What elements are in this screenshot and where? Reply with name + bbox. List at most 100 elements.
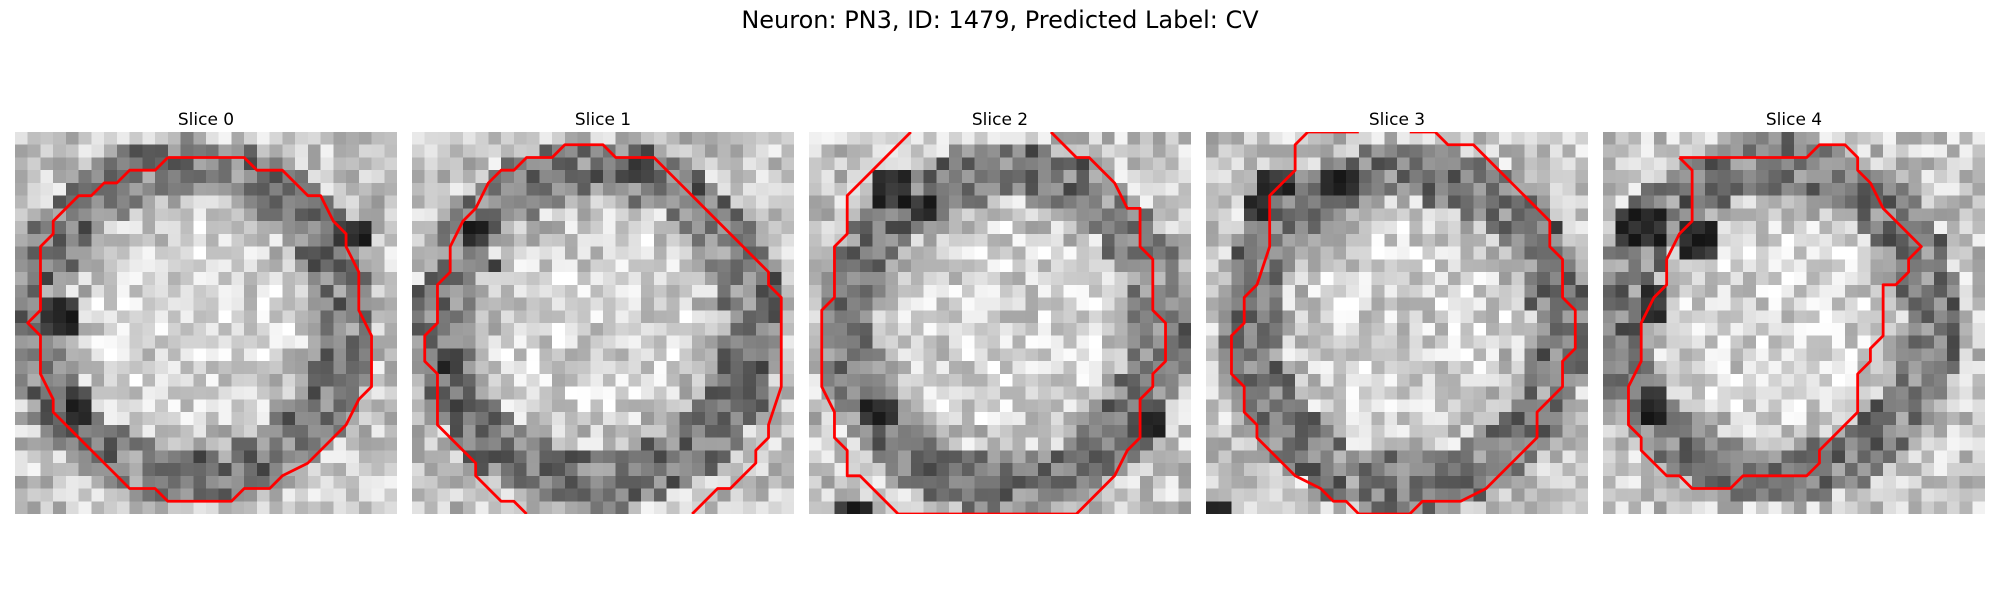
pixel: [1486, 450, 1500, 464]
pixel: [15, 475, 28, 489]
pixel: [450, 399, 464, 413]
pixel: [307, 475, 321, 489]
pixel: [1832, 259, 1846, 273]
pixel: [1498, 450, 1512, 464]
pixel: [961, 284, 975, 298]
pixel: [218, 386, 232, 400]
pixel: [104, 208, 118, 222]
pixel: [78, 386, 92, 400]
pixel: [872, 208, 886, 222]
pixel: [666, 144, 680, 158]
pixel: [424, 310, 438, 324]
pixel: [1972, 182, 1985, 196]
pixel: [949, 501, 963, 514]
pixel: [27, 144, 41, 158]
pixel: [1397, 501, 1410, 514]
pixel: [1755, 157, 1769, 171]
pixel: [910, 132, 924, 145]
pixel: [1653, 310, 1667, 324]
pixel: [193, 132, 207, 145]
pixel: [1730, 463, 1744, 477]
pixel: [1460, 450, 1474, 464]
pixel: [1282, 450, 1296, 464]
pixel: [412, 246, 425, 260]
pixel: [1089, 233, 1103, 247]
pixel: [1666, 323, 1680, 336]
pixel: [1844, 386, 1858, 400]
pixel: [1603, 373, 1616, 387]
pixel: [1460, 182, 1474, 196]
pixel: [1307, 221, 1321, 235]
pixel: [475, 463, 489, 477]
pixel: [552, 170, 566, 184]
pixel: [666, 348, 680, 362]
pixel: [424, 335, 438, 349]
pixel: [1114, 272, 1128, 286]
pixel: [1371, 361, 1385, 375]
pixel: [821, 182, 835, 196]
pixel: [180, 348, 194, 362]
pixel: [462, 373, 476, 387]
pixel: [1025, 424, 1039, 438]
pixel: [1012, 386, 1026, 400]
pixel: [1524, 182, 1538, 196]
pixel: [1781, 323, 1795, 336]
pixel: [834, 221, 848, 235]
pixel: [1256, 233, 1270, 247]
pixel: [564, 386, 578, 400]
pixel: [1346, 463, 1360, 477]
pixel: [218, 221, 232, 235]
pixel: [1012, 323, 1026, 336]
pixel: [859, 335, 873, 349]
pixel: [1755, 348, 1769, 362]
pixel: [269, 399, 283, 413]
pixel: [1295, 170, 1309, 184]
pixel: [1025, 399, 1039, 413]
pixel: [346, 386, 360, 400]
pixel: [1857, 488, 1871, 502]
pixel: [1921, 144, 1935, 158]
pixel: [1371, 132, 1385, 145]
pixel: [1768, 323, 1782, 336]
pixel: [1653, 437, 1667, 451]
pixel: [333, 170, 347, 184]
pixel: [15, 284, 28, 298]
pixel: [1384, 221, 1398, 235]
pixel: [501, 323, 515, 336]
pixel: [1422, 373, 1436, 387]
pixel: [1165, 348, 1179, 362]
pixel: [949, 246, 963, 260]
pixel: [384, 208, 397, 222]
pixel: [437, 399, 451, 413]
pixel: [1921, 284, 1935, 298]
pixel: [488, 463, 502, 477]
pixel: [1946, 488, 1960, 502]
pixel: [1692, 246, 1706, 260]
pixel: [65, 323, 79, 336]
pixel: [1934, 501, 1948, 514]
pixel: [269, 501, 283, 514]
pixel: [1806, 259, 1820, 273]
pixel: [129, 373, 143, 387]
pixel: [1178, 501, 1191, 514]
pixel: [1768, 424, 1782, 438]
pixel: [1435, 437, 1449, 451]
pixel: [847, 132, 861, 145]
pixel: [1895, 182, 1909, 196]
pixel: [1165, 335, 1179, 349]
pixel: [552, 450, 566, 464]
pixel: [809, 157, 822, 171]
pixel: [282, 399, 296, 413]
pixel: [501, 195, 515, 209]
pixel: [27, 450, 41, 464]
pixel: [923, 386, 937, 400]
pixel: [898, 297, 912, 311]
pixel: [244, 221, 258, 235]
pixel: [1486, 182, 1500, 196]
pixel: [1256, 297, 1270, 311]
pixel: [1934, 348, 1948, 362]
pixel: [371, 310, 385, 324]
pixel: [256, 233, 270, 247]
pixel: [40, 348, 54, 362]
pixel: [1333, 399, 1347, 413]
